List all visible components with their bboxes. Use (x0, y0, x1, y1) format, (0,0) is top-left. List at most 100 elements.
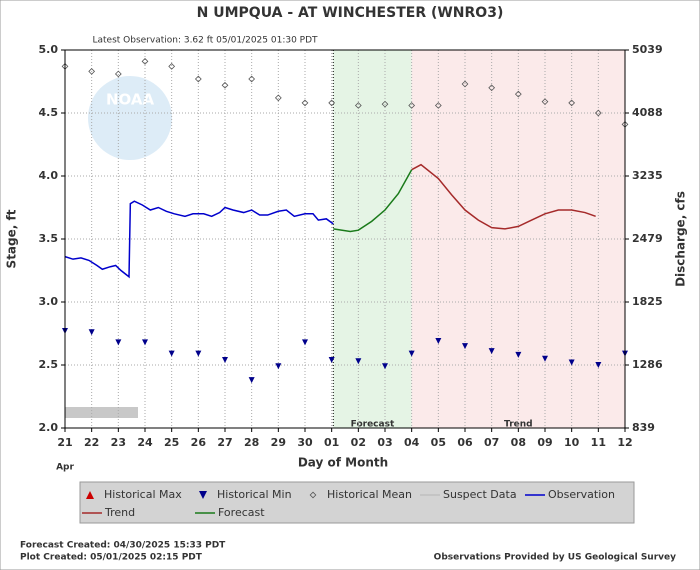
x-tick-label: 30 (297, 436, 313, 449)
y2-tick-label: 4088 (632, 106, 663, 119)
x-axis-label: Day of Month (298, 456, 388, 470)
data-point (381, 100, 389, 108)
data-point (141, 57, 149, 65)
y-tick-label: 4.0 (39, 169, 59, 182)
data-point (301, 99, 309, 107)
logo-text: NOAA (106, 91, 155, 109)
y-tick-label: 2.5 (39, 358, 59, 371)
x-tick-label: 28 (244, 436, 259, 449)
x-tick-label: 29 (271, 436, 286, 449)
data-point (355, 358, 362, 365)
data-point (88, 68, 96, 75)
data-point (221, 81, 229, 89)
data-point (354, 102, 362, 109)
y2-tick-label: 1286 (632, 358, 663, 371)
data-point (408, 102, 416, 109)
legend-label: Historical Mean (327, 488, 412, 501)
logo (88, 76, 172, 160)
y2-tick-label: 2479 (632, 232, 663, 245)
data-point (248, 75, 256, 83)
data-point (88, 329, 95, 336)
series-line (64, 200, 334, 279)
footer-text: Forecast Created: 04/30/2025 15:33 PDT (20, 541, 226, 551)
data-point (594, 109, 602, 117)
legend-label: Observation (548, 488, 615, 501)
y-tick-label: 2.0 (39, 421, 59, 434)
x-tick-label: 09 (537, 436, 552, 449)
y-tick-label: 3.5 (39, 232, 59, 245)
x-tick-label: 26 (191, 436, 207, 449)
legend-label: Trend (104, 506, 135, 519)
suspect-box (65, 407, 138, 418)
data-point (515, 351, 522, 358)
legend-box (79, 481, 635, 524)
data-point (328, 99, 336, 107)
x-tick-label: 12 (617, 436, 632, 449)
series-line (411, 163, 596, 230)
y-tick-label: 5.0 (39, 43, 59, 56)
legend-label: Suspect Data (443, 488, 517, 501)
x-tick-label: 06 (457, 436, 473, 449)
legend-label: Forecast (218, 506, 265, 519)
chart-title: N UMPQUA - AT WINCHESTER (WNRO3) (197, 5, 504, 21)
plot-frame (64, 49, 626, 429)
data-point (434, 102, 442, 109)
region (333, 50, 412, 428)
data-point (462, 343, 468, 350)
x-tick-label: 22 (84, 436, 99, 449)
x-tick-label: 11 (591, 436, 606, 449)
data-point (488, 348, 495, 355)
y2-axis-label: Discharge, cfs (674, 191, 688, 287)
data-point (302, 339, 308, 346)
x-tick-label: 25 (164, 436, 179, 449)
y-tick-label: 4.5 (39, 106, 59, 119)
data-point (461, 80, 469, 88)
data-point (595, 362, 602, 368)
data-point (114, 70, 122, 78)
data-point (488, 84, 496, 92)
legend-marker (199, 491, 207, 499)
data-point (195, 350, 202, 357)
y2-tick-label: 839 (632, 421, 655, 434)
region-label: Trend (504, 420, 533, 430)
footer-text: Observations Provided by US Geological S… (434, 553, 676, 563)
data-point (568, 99, 576, 107)
x-month-label: Apr (56, 463, 74, 473)
data-point (408, 350, 415, 357)
y2-tick-label: 1825 (632, 295, 663, 308)
x-tick-label: 07 (484, 436, 499, 449)
x-tick-label: 03 (377, 436, 392, 449)
data-point (541, 98, 549, 106)
chart-subtitle: Latest Observation: 3.62 ft 05/01/2025 0… (92, 36, 318, 46)
footer-text: Plot Created: 05/01/2025 02:15 PDT (20, 553, 203, 563)
data-point (168, 63, 176, 70)
data-point (328, 356, 335, 363)
x-tick-label: 21 (57, 436, 72, 449)
x-tick-label: 24 (137, 436, 153, 449)
series-line (333, 169, 413, 233)
x-tick-label: 10 (564, 436, 580, 449)
y-axis-label: Stage, ft (5, 209, 19, 268)
data-point (222, 356, 228, 363)
region-label: Forecast (351, 420, 395, 430)
legend-marker (309, 491, 317, 499)
x-tick-label: 02 (351, 436, 366, 449)
data-point (168, 350, 175, 357)
data-point (514, 90, 522, 98)
data-point (142, 339, 148, 346)
x-tick-label: 27 (217, 436, 232, 449)
legend-label: Historical Max (104, 488, 182, 501)
data-point (542, 355, 548, 362)
x-tick-label: 08 (511, 436, 526, 449)
x-tick-label: 04 (404, 436, 420, 449)
data-point (194, 75, 202, 83)
x-tick-label: 23 (111, 436, 126, 449)
data-point (275, 363, 282, 370)
data-point (248, 377, 255, 384)
data-point (115, 339, 122, 346)
data-point (274, 94, 282, 102)
x-tick-label: 01 (324, 436, 339, 449)
y-tick-label: 3.0 (39, 295, 59, 308)
legend-label: Historical Min (217, 488, 292, 501)
